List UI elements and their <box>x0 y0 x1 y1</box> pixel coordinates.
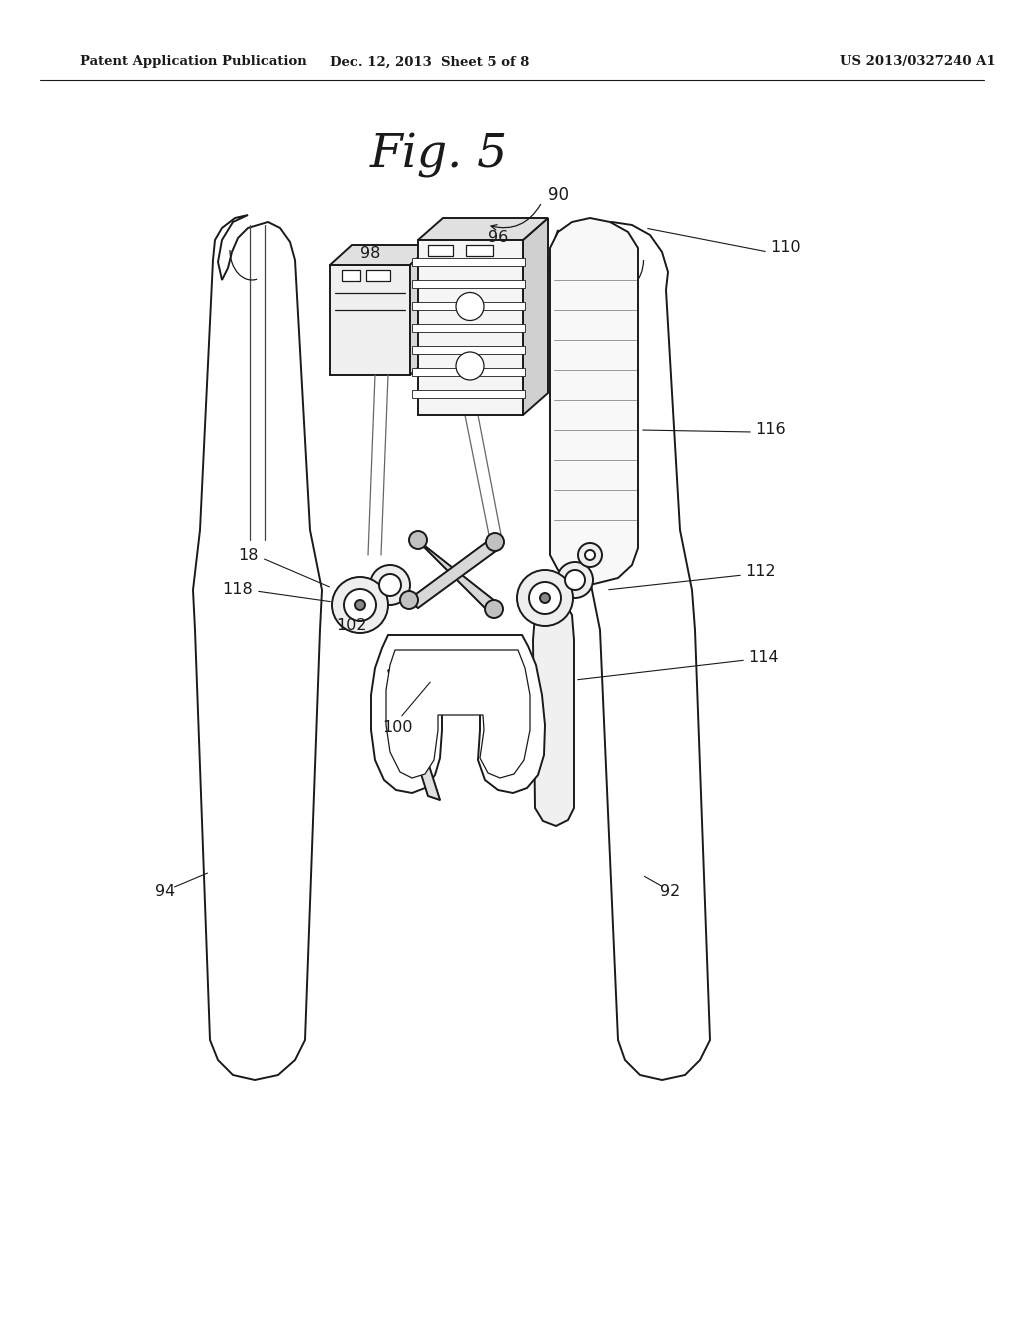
Polygon shape <box>412 323 525 333</box>
Polygon shape <box>550 218 638 583</box>
Polygon shape <box>523 218 548 414</box>
Circle shape <box>486 533 504 550</box>
Text: 118: 118 <box>222 582 253 598</box>
Circle shape <box>517 570 573 626</box>
Circle shape <box>370 565 410 605</box>
Text: Fig. 5: Fig. 5 <box>370 132 508 178</box>
Text: 114: 114 <box>748 651 778 665</box>
Circle shape <box>485 601 503 618</box>
Polygon shape <box>412 389 525 399</box>
Polygon shape <box>366 271 390 281</box>
Text: 116: 116 <box>755 422 785 437</box>
Polygon shape <box>371 635 545 793</box>
Polygon shape <box>418 218 548 240</box>
Polygon shape <box>412 257 525 267</box>
Circle shape <box>565 570 585 590</box>
Circle shape <box>379 574 401 597</box>
Polygon shape <box>466 246 493 256</box>
Circle shape <box>332 577 388 634</box>
Text: 18: 18 <box>238 548 258 562</box>
Circle shape <box>400 591 418 609</box>
Text: 94: 94 <box>155 884 175 899</box>
Circle shape <box>456 293 484 321</box>
Circle shape <box>355 601 365 610</box>
Polygon shape <box>388 671 440 800</box>
Text: 90: 90 <box>548 186 569 205</box>
Text: US 2013/0327240 A1: US 2013/0327240 A1 <box>840 55 995 69</box>
Circle shape <box>585 550 595 560</box>
Text: Patent Application Publication: Patent Application Publication <box>80 55 307 69</box>
Polygon shape <box>410 246 432 375</box>
Polygon shape <box>534 590 574 826</box>
Text: 102: 102 <box>337 618 368 632</box>
Polygon shape <box>412 368 525 376</box>
Polygon shape <box>330 265 410 375</box>
Text: 112: 112 <box>745 565 775 579</box>
Text: 96: 96 <box>487 231 508 246</box>
Circle shape <box>557 562 593 598</box>
Polygon shape <box>412 302 525 310</box>
Circle shape <box>344 589 376 620</box>
Text: 100: 100 <box>383 721 414 735</box>
Polygon shape <box>386 649 530 777</box>
Polygon shape <box>412 280 525 288</box>
Polygon shape <box>193 215 322 1080</box>
Circle shape <box>456 352 484 380</box>
Polygon shape <box>330 246 432 265</box>
Polygon shape <box>428 246 453 256</box>
Text: 98: 98 <box>359 246 380 260</box>
Polygon shape <box>408 539 500 609</box>
Text: 110: 110 <box>770 240 801 256</box>
Polygon shape <box>342 271 360 281</box>
Circle shape <box>540 593 550 603</box>
Circle shape <box>409 531 427 549</box>
Polygon shape <box>412 346 525 354</box>
Circle shape <box>578 543 602 568</box>
Text: Dec. 12, 2013  Sheet 5 of 8: Dec. 12, 2013 Sheet 5 of 8 <box>331 55 529 69</box>
Polygon shape <box>418 240 523 414</box>
Text: 92: 92 <box>659 884 680 899</box>
Circle shape <box>529 582 561 614</box>
Polygon shape <box>415 539 500 612</box>
Polygon shape <box>550 222 710 1080</box>
